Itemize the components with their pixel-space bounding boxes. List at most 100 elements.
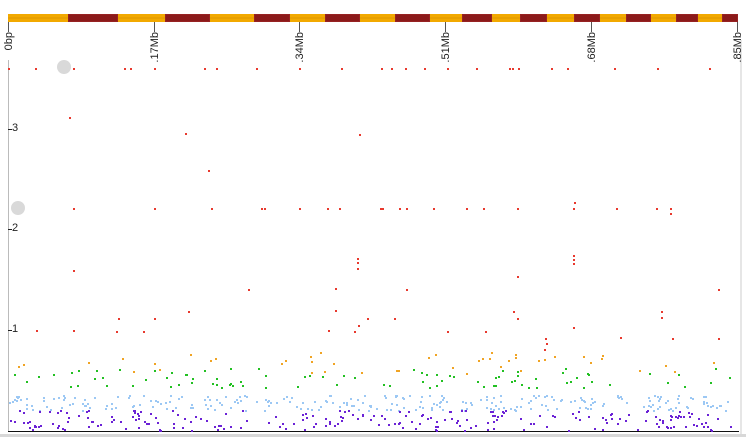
data-point [240, 381, 242, 383]
data-point [182, 427, 184, 429]
data-point [515, 357, 517, 359]
data-point [602, 355, 604, 357]
data-point [26, 404, 28, 406]
data-point [570, 401, 572, 403]
data-point [35, 426, 37, 428]
data-point [330, 395, 332, 397]
data-point [132, 416, 134, 418]
data-point [603, 403, 605, 405]
data-point [440, 401, 442, 403]
data-point [40, 425, 42, 427]
data-point [513, 311, 515, 313]
data-point [225, 396, 227, 398]
data-point [186, 374, 188, 376]
data-point [9, 402, 11, 404]
data-point [546, 395, 548, 397]
data-point [489, 358, 491, 360]
data-point [339, 410, 341, 412]
data-point [503, 412, 505, 414]
data-point [314, 401, 316, 403]
data-point [408, 411, 410, 413]
data-point [466, 408, 468, 410]
data-point [487, 422, 489, 424]
data-point [154, 208, 156, 210]
data-point [125, 428, 127, 430]
data-point [518, 68, 520, 70]
data-point [256, 401, 258, 403]
data-point [441, 380, 443, 382]
data-point [590, 362, 592, 364]
data-point [268, 400, 270, 402]
data-point [574, 202, 576, 204]
data-point [573, 259, 575, 261]
data-point [495, 377, 497, 379]
data-point [265, 375, 267, 377]
data-point [573, 327, 575, 329]
data-point [602, 417, 604, 419]
data-point [340, 416, 342, 418]
data-point [457, 420, 459, 422]
data-point [370, 406, 372, 408]
data-point [210, 360, 212, 362]
data-point [69, 404, 71, 406]
data-point [133, 405, 135, 407]
data-point [329, 423, 331, 425]
data-point [192, 407, 194, 409]
data-point [421, 415, 423, 417]
data-point [191, 430, 193, 432]
y-tick [8, 229, 12, 230]
data-point [32, 429, 34, 431]
data-point [491, 352, 493, 354]
data-point [419, 423, 421, 425]
threshold-drag-handle[interactable] [11, 201, 25, 215]
top-drag-handle[interactable] [57, 60, 71, 74]
data-point [388, 424, 390, 426]
data-point [209, 399, 211, 401]
data-point [656, 423, 658, 425]
data-point [396, 370, 398, 372]
data-point [573, 208, 575, 210]
data-point [217, 429, 219, 431]
data-point [443, 397, 445, 399]
data-point [46, 406, 48, 408]
data-point [431, 407, 433, 409]
data-point [670, 427, 672, 429]
data-point [436, 404, 438, 406]
data-point [570, 381, 572, 383]
data-point [657, 396, 659, 398]
data-point [299, 208, 301, 210]
chromosome-band [676, 14, 698, 22]
data-point [325, 425, 327, 427]
data-point [692, 398, 694, 400]
data-point [87, 403, 89, 405]
data-point [215, 358, 217, 360]
data-point [135, 419, 137, 421]
data-point [405, 68, 407, 70]
horizontal-scrollbar[interactable] [0, 434, 746, 437]
chromosome-ideogram-bar[interactable] [8, 14, 738, 22]
data-point [514, 380, 516, 382]
data-point [216, 68, 218, 70]
data-point [661, 317, 663, 319]
data-point [494, 415, 496, 417]
data-point [17, 397, 19, 399]
x-tick-label: .17Mb [149, 32, 161, 63]
ideogram-core [8, 17, 738, 19]
data-point [665, 365, 667, 367]
data-point [498, 376, 500, 378]
data-point [688, 412, 690, 414]
data-point [329, 395, 331, 397]
data-point [204, 370, 206, 372]
data-point [361, 372, 363, 374]
data-point [476, 68, 478, 70]
data-point [389, 385, 391, 387]
data-point [334, 425, 336, 427]
data-point [191, 404, 193, 406]
data-point [173, 427, 175, 429]
data-point [354, 377, 356, 379]
data-point [57, 412, 59, 414]
data-point [302, 414, 304, 416]
data-point [471, 404, 473, 406]
data-point [592, 402, 594, 404]
data-point [446, 401, 448, 403]
